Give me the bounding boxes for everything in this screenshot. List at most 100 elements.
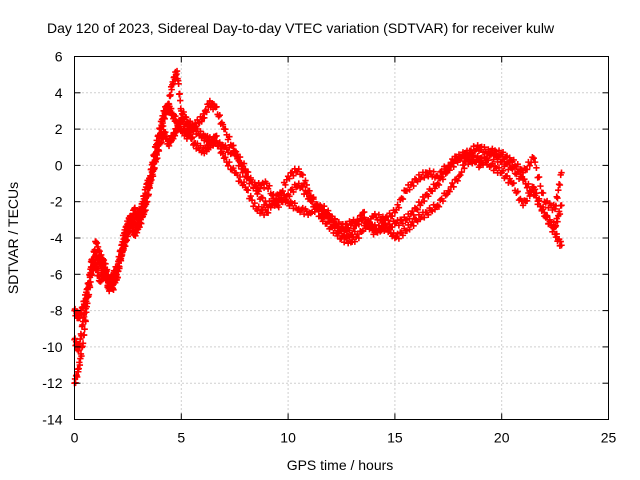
data-point: [355, 234, 363, 242]
data-point: [151, 164, 158, 172]
data-point: [410, 211, 417, 219]
data-point: [556, 210, 564, 218]
data-point: [103, 275, 111, 283]
data-point: [553, 193, 560, 200]
x-tick-label: 20: [494, 430, 510, 446]
data-point: [450, 160, 457, 167]
x-axis-label: GPS time / hours: [287, 457, 394, 473]
data-point: [290, 188, 297, 196]
data-point: [98, 251, 105, 259]
data-point: [76, 342, 84, 350]
y-tick-label: -14: [42, 412, 62, 428]
data-point: [510, 179, 517, 187]
data-point: [375, 211, 383, 218]
data-point: [439, 176, 447, 183]
data-point: [421, 174, 428, 181]
data-point: [551, 205, 559, 213]
data-point: [395, 222, 403, 229]
data-point: [85, 281, 93, 288]
data-point: [539, 206, 547, 213]
data-point: [425, 193, 432, 200]
data-point: [215, 113, 222, 120]
y-tick-label: -2: [50, 194, 63, 210]
data-point: [97, 278, 104, 285]
data-point: [365, 217, 372, 224]
data-point: [535, 195, 543, 203]
data-point: [351, 228, 359, 235]
data-point: [264, 209, 272, 217]
data-point: [149, 172, 157, 180]
data-point: [186, 131, 193, 139]
data-point: [236, 153, 244, 161]
data-point: [385, 216, 392, 224]
data-point: [523, 197, 531, 205]
data-point: [527, 189, 535, 196]
data-point: [334, 224, 341, 231]
data-point: [154, 155, 161, 162]
data-point: [226, 158, 233, 166]
data-point: [390, 229, 397, 237]
data-point: [189, 133, 196, 141]
y-tick-label: -10: [42, 339, 62, 355]
data-point: [86, 272, 94, 279]
data-point: [299, 183, 306, 190]
data-point: [276, 190, 284, 197]
data-point: [165, 142, 173, 150]
data-point: [555, 187, 562, 194]
data-point: [75, 347, 82, 354]
data-point: [102, 260, 109, 267]
data-point: [552, 222, 560, 229]
data-point: [222, 154, 229, 161]
data-point: [414, 206, 421, 213]
data-point: [190, 126, 197, 134]
data-point: [76, 361, 84, 369]
data-point: [93, 239, 101, 247]
data-point: [82, 305, 89, 312]
data-point: [310, 194, 317, 201]
data-point: [320, 213, 328, 221]
data-point: [138, 208, 145, 215]
data-point: [201, 114, 208, 122]
data-point: [226, 133, 233, 140]
data-point: [514, 161, 521, 168]
data-point: [510, 156, 517, 164]
data-point: [446, 163, 453, 170]
data-point: [543, 213, 551, 220]
data-point: [425, 211, 432, 219]
data-point: [219, 150, 227, 157]
data-point: [449, 179, 456, 187]
data-point: [79, 318, 87, 325]
data-point: [198, 118, 205, 125]
data-point: [430, 168, 437, 175]
data-point: [207, 144, 214, 151]
data-point: [251, 181, 258, 189]
data-point: [525, 180, 532, 188]
data-point: [295, 165, 302, 173]
data-point: [194, 140, 201, 147]
data-point: [131, 204, 139, 212]
y-axis-label: SDTVAR / TECUs: [5, 182, 21, 294]
data-point: [117, 255, 125, 262]
data-point: [247, 174, 254, 182]
data-point: [267, 204, 274, 211]
data-point: [450, 183, 457, 191]
data-point: [157, 124, 164, 132]
data-point: [167, 105, 175, 112]
data-point: [526, 192, 533, 200]
data-point: [431, 185, 439, 192]
x-tick-label: 10: [280, 430, 296, 446]
data-point: [222, 126, 229, 133]
data-point: [244, 168, 252, 176]
data-point: [106, 287, 113, 295]
data-point: [557, 238, 564, 245]
data-point: [495, 147, 503, 154]
data-point: [197, 128, 204, 135]
data-point: [171, 132, 179, 139]
data-point: [465, 157, 472, 164]
y-tick-label: 6: [55, 49, 63, 65]
data-point: [78, 352, 85, 360]
data-point: [271, 198, 278, 206]
data-point: [230, 164, 237, 172]
data-point: [155, 147, 163, 155]
